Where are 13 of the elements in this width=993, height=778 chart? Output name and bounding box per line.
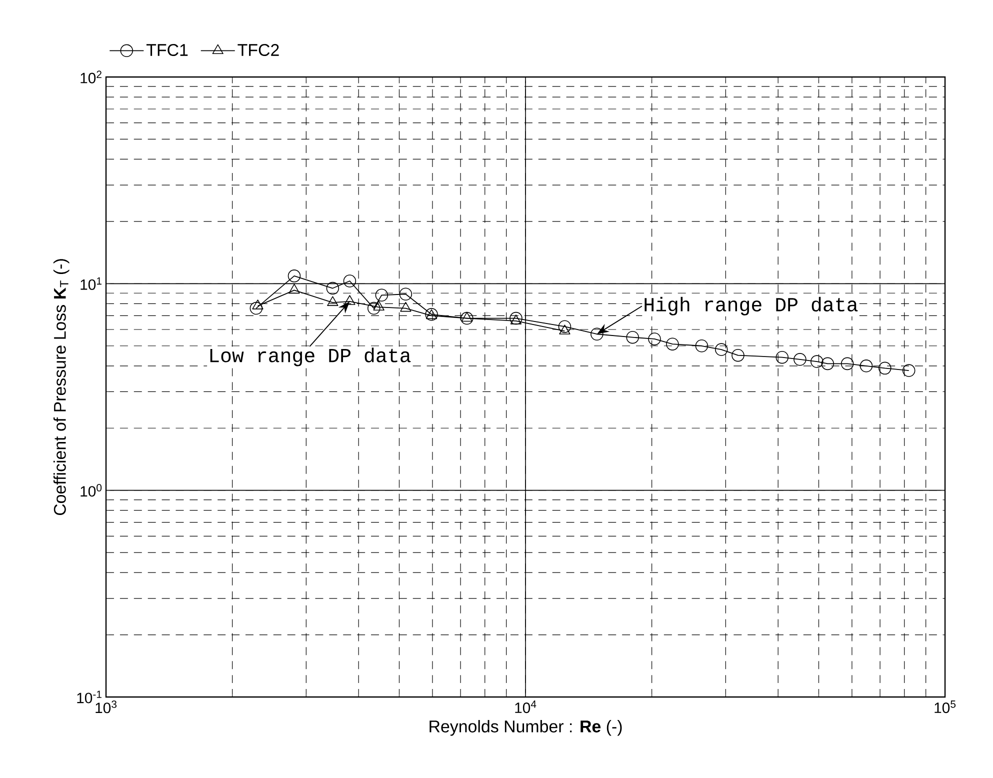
y-axis-title: Coefficient of Pressure Loss K$_{T}$ (-) xyxy=(53,259,70,516)
annotation: Low range DP data xyxy=(210,348,411,366)
y-tick-label: 10$^{2}$ xyxy=(80,70,102,84)
legend-label: TFC2 xyxy=(238,44,279,56)
x-tick-label: 10$^{3}$ xyxy=(96,700,117,714)
annotation: High range DP data xyxy=(644,296,858,316)
y-tick-label: 10$^{-1}$ xyxy=(77,690,102,704)
y-tick-label: 10$^{0}$ xyxy=(80,484,102,497)
y-tick-label: 10$^{1}$ xyxy=(80,277,102,290)
legend-label: TFC1 xyxy=(146,44,188,56)
x-axis-title: Reynolds Number : Re (-) xyxy=(430,720,622,736)
x-tick-label: 10$^{4}$ xyxy=(515,700,536,714)
x-tick-label: 10$^{5}$ xyxy=(934,700,956,714)
